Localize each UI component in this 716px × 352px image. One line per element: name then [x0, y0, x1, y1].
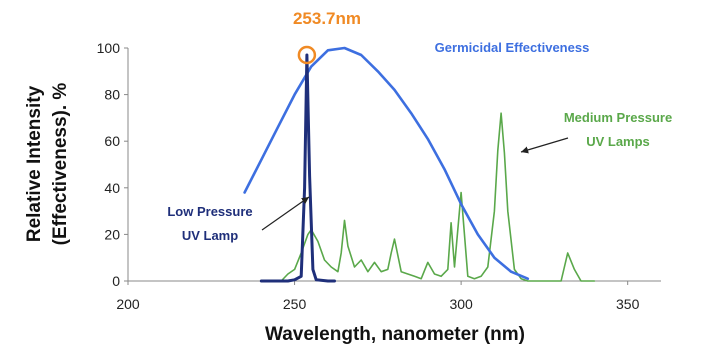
y-tick-label: 60: [104, 133, 120, 149]
low-pressure-lamp-line: [259, 53, 336, 283]
series-layer: [243, 45, 596, 283]
axes: 0 20 40 60 80 100 200 250 300 350: [97, 40, 661, 312]
medium-pressure-label-line-1: Medium Pressure: [564, 110, 672, 125]
x-tick-label: 250: [283, 296, 307, 312]
x-tick-label: 350: [616, 296, 640, 312]
germicidal-effectiveness-label: Germicidal Effectiveness: [435, 40, 590, 55]
y-tick-label: 0: [112, 273, 120, 289]
x-tick-label: 200: [116, 296, 140, 312]
medium-pressure-lamp-line: [280, 112, 596, 282]
medium-pressure-label-line-2: UV Lamps: [586, 134, 650, 149]
y-tick-label: 20: [104, 226, 120, 242]
y-tick-label: 40: [104, 180, 120, 196]
y-axis-title-line-2: (Effectiveness). %: [50, 83, 71, 246]
low-pressure-label-line-2: UV Lamp: [182, 228, 238, 243]
germicidal-effectiveness-line: [243, 46, 530, 281]
peak-marker: [297, 45, 317, 65]
y-axis-title-line-1: Relative Intensity: [24, 85, 45, 242]
low-pressure-label-line-1: Low Pressure: [167, 204, 252, 219]
x-tick-label: 300: [449, 296, 473, 312]
low-pressure-arrow: [261, 196, 310, 231]
peak-label: 253.7nm: [293, 9, 361, 28]
medium-pressure-arrow: [520, 137, 569, 154]
y-tick-label: 80: [104, 87, 120, 103]
x-axis-title: Wavelength, nanometer (nm): [265, 324, 525, 345]
y-tick-label: 100: [97, 40, 121, 56]
